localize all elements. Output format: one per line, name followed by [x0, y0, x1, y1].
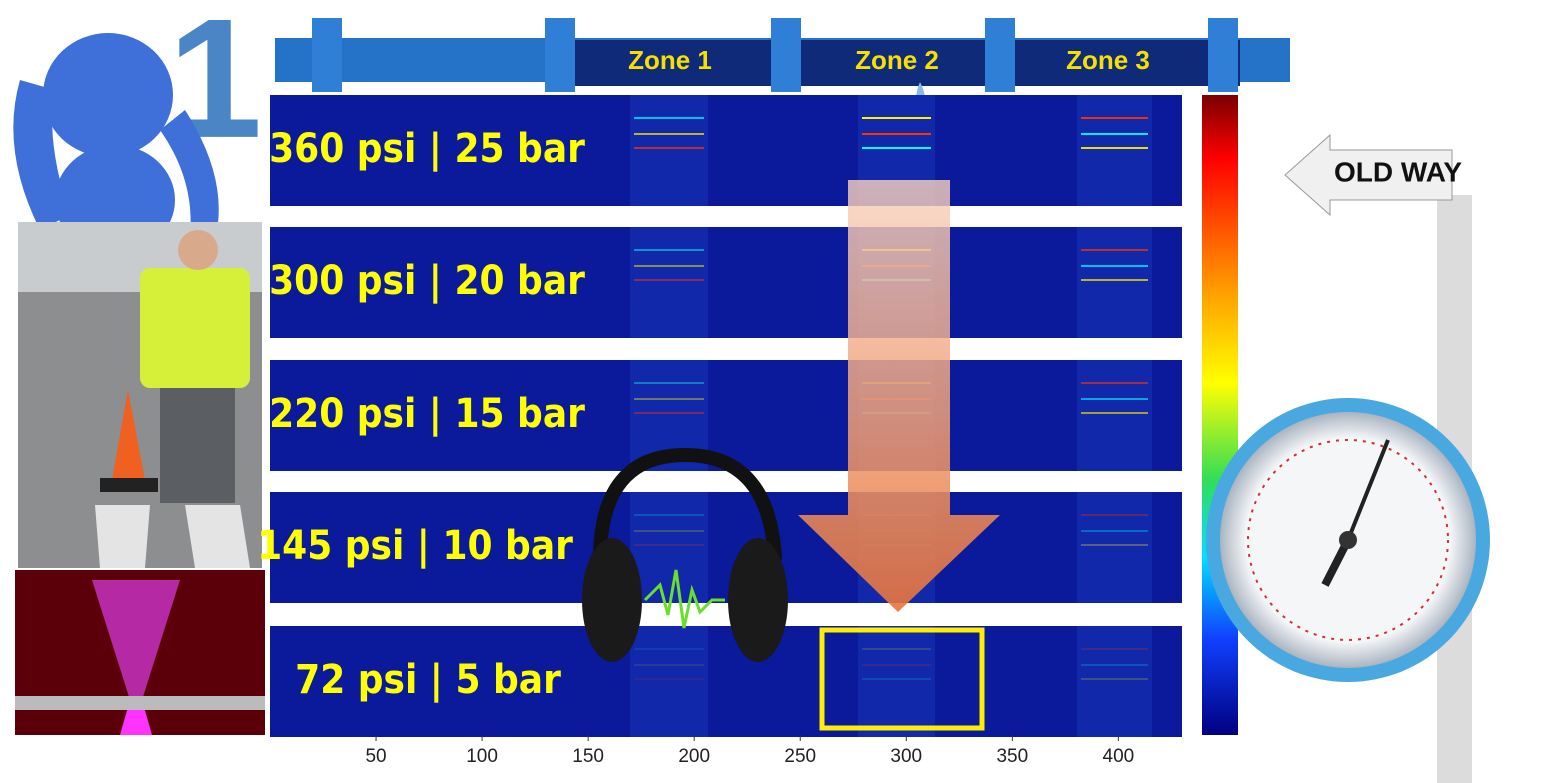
signal-line [1081, 265, 1148, 267]
x-tick-label: 400 [1103, 746, 1135, 767]
field-photo [18, 222, 262, 568]
signal-line [634, 648, 704, 650]
signal-line [862, 117, 931, 119]
signal-line [1081, 117, 1148, 119]
signal-line [1081, 382, 1148, 384]
signal-line [1081, 249, 1148, 251]
headphones [582, 447, 788, 662]
x-tick-label: 150 [572, 746, 604, 767]
signal-line [634, 412, 704, 414]
zone-band [1077, 360, 1152, 471]
signal-line [1081, 514, 1148, 516]
x-tick-label: 250 [784, 746, 816, 767]
signal-line [634, 382, 704, 384]
x-tick-label: 200 [678, 746, 710, 767]
signal-line [634, 514, 704, 516]
spectrogram-panel [270, 95, 1182, 206]
zone-band [630, 227, 708, 338]
spectrogram-panel [270, 626, 1182, 737]
zone-band [630, 626, 708, 737]
signal-line [634, 133, 704, 135]
signal-line [1081, 544, 1148, 546]
signal-line [1081, 648, 1148, 650]
signal-line [634, 147, 704, 149]
zone-band [1077, 492, 1152, 603]
pressure-gauge [1206, 398, 1490, 682]
signal-line [634, 249, 704, 251]
zone-band [1077, 227, 1152, 338]
pressure-label: 145 psi | 10 bar [257, 523, 573, 570]
x-tick-label: 100 [466, 746, 498, 767]
signal-line [1081, 279, 1148, 281]
color-bar [1202, 95, 1238, 735]
signal-line [634, 398, 704, 400]
signal-line [1081, 398, 1148, 400]
signal-line [862, 678, 931, 680]
signal-line [634, 530, 704, 532]
spectrogram-panel [270, 360, 1182, 471]
spectrogram-panel [270, 227, 1182, 338]
zone-band [1077, 626, 1152, 737]
pressure-label: 360 psi | 25 bar [269, 126, 585, 173]
signal-line [1081, 530, 1148, 532]
spectrogram-panel [270, 492, 1182, 603]
zone-band [630, 492, 708, 603]
signal-line [1081, 412, 1148, 414]
pipe [275, 18, 1290, 150]
signal-line [862, 133, 931, 135]
zone-band [1077, 95, 1152, 206]
signal-line [634, 265, 704, 267]
zone-label: Zone 2 [855, 45, 939, 75]
signal-line [1081, 678, 1148, 680]
zone-label: Zone 1 [628, 45, 712, 75]
signal-line [634, 544, 704, 546]
signal-line [634, 117, 704, 119]
signal-line [634, 279, 704, 281]
signal-line [862, 664, 931, 666]
x-tick-label: 300 [890, 746, 922, 767]
zone-band [630, 95, 708, 206]
signal-line [634, 678, 704, 680]
signal-line [1081, 664, 1148, 666]
signal-line [1081, 147, 1148, 149]
zone-label: Zone 3 [1066, 45, 1150, 75]
x-tick-label: 350 [996, 746, 1028, 767]
signal-line [862, 648, 931, 650]
signal-line [862, 147, 931, 149]
highlight-box [819, 627, 985, 731]
zone-band [858, 626, 935, 737]
pressure-label: 72 psi | 5 bar [295, 657, 561, 704]
pressure-label: 220 psi | 15 bar [269, 391, 585, 438]
sensor-image [15, 570, 265, 735]
down-arrow [798, 180, 1000, 612]
signal-line [634, 664, 704, 666]
pressure-label: 300 psi | 20 bar [269, 258, 585, 305]
x-tick-label: 50 [365, 746, 386, 767]
signal-line [1081, 133, 1148, 135]
sign-label: OLD WAY [1334, 156, 1462, 187]
